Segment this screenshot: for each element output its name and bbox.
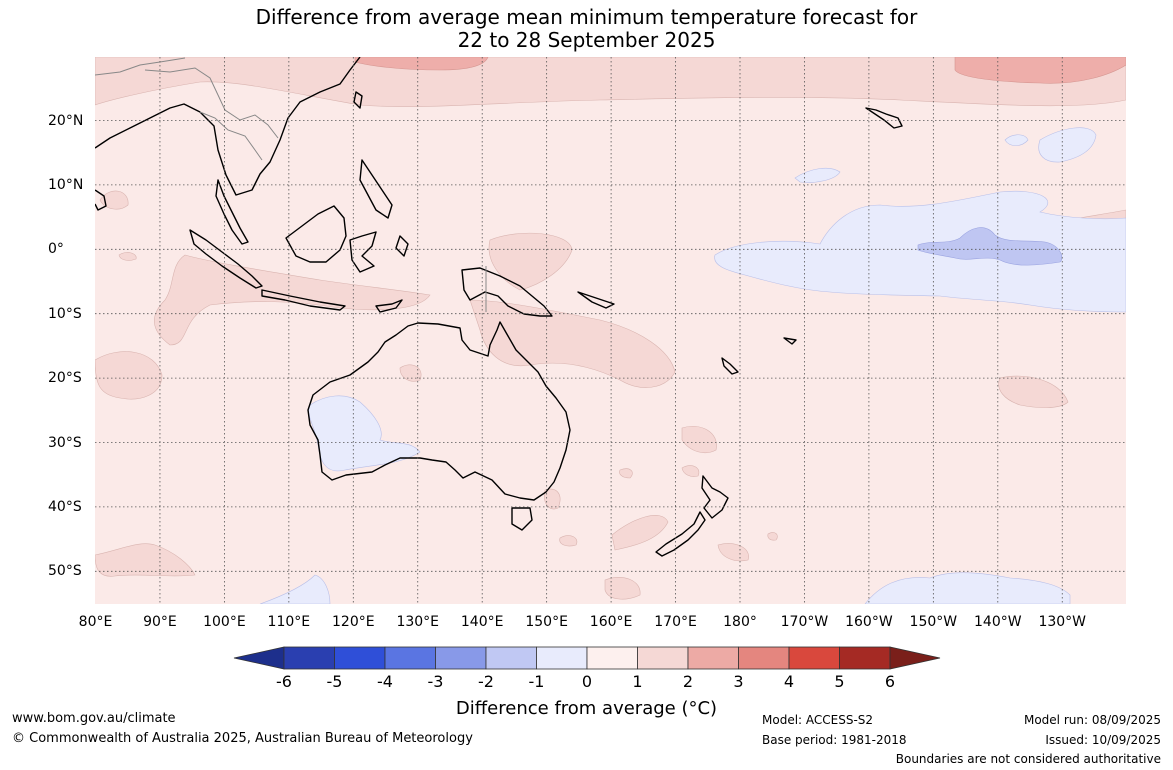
colorbar-tick-label: -2	[478, 672, 494, 691]
tasmania-coastline	[511, 507, 533, 531]
colorbar-extend-high	[889, 646, 941, 670]
borneo-coastline	[285, 205, 347, 263]
colorbar-segment	[586, 646, 638, 670]
colorbar-segment	[637, 646, 689, 670]
colorbar-segment	[687, 646, 739, 670]
latitude-label: 0°	[48, 241, 64, 258]
longitude-label: 180°	[723, 614, 757, 630]
model-name: Model: ACCESS-S2	[762, 713, 874, 727]
colorbar-tick-label: 5	[834, 672, 845, 691]
longitude-label: 110°E	[267, 614, 311, 630]
longitude-label: 80°E	[78, 614, 113, 630]
colorbar-label: Difference from average (°C)	[455, 698, 718, 719]
sumatra-coastline	[189, 229, 263, 289]
colorbar-tick-label: -1	[528, 672, 545, 691]
new-guinea-coastline	[461, 267, 553, 317]
sulawesi-coastline	[349, 231, 377, 273]
longitude-label: 160°W	[845, 614, 893, 630]
colorbar-tick-label: -3	[427, 672, 444, 691]
latitude-label: 20°N	[48, 112, 84, 129]
latitude-label: 10°N	[48, 176, 84, 193]
colorbar-segment	[788, 646, 840, 670]
new-zealand-north-coastline	[701, 475, 729, 519]
colorbar-segment	[738, 646, 790, 670]
longitude-label: 150°E	[525, 614, 568, 630]
australia-coastline	[307, 321, 571, 501]
longitude-label: 160°E	[589, 614, 633, 630]
model-run-date: Model run: 08/09/2025	[1023, 713, 1161, 727]
latitude-label: 40°S	[48, 498, 82, 515]
philippines-coastline	[359, 159, 393, 219]
issued-date: Issued: 10/09/2025	[1045, 733, 1161, 747]
colorbar-segment	[283, 646, 335, 670]
longitude-label: 140°E	[460, 614, 504, 630]
contour-fill-neg2-neg1	[917, 227, 1063, 266]
colorbar	[233, 646, 941, 670]
longitude-label: 120°E	[332, 614, 375, 630]
longitude-label: 140°W	[974, 614, 1022, 630]
longitude-label: 130°E	[396, 614, 440, 630]
hawaii-coastline	[865, 107, 903, 129]
boundaries-disclaimer: Boundaries are not considered authoritat…	[895, 752, 1161, 766]
map-title-line-2: 22 to 28 September 2025	[457, 28, 716, 52]
contour-fill-2-3	[354, 57, 1126, 84]
colorbar-extend-low	[233, 646, 285, 670]
colorbar-tick-label: 1	[632, 672, 643, 691]
colorbar-tick-label: 4	[783, 672, 795, 691]
colorbar-tick-label: 3	[733, 672, 744, 691]
map-plot-area	[95, 57, 1126, 604]
colorbar-tick-label: 2	[682, 672, 694, 691]
base-period: Base period: 1981-2018	[762, 733, 907, 747]
malay-peninsula-coastline	[215, 179, 249, 245]
longitude-label: 90°E	[143, 614, 177, 630]
mainland-asia-coastline	[95, 57, 361, 196]
colorbar-segment	[435, 646, 487, 670]
colorbar-tick-label: -5	[326, 672, 343, 691]
country-borders	[95, 57, 487, 312]
latitude-label: 30°S	[48, 434, 82, 451]
new-caledonia-coastline	[721, 357, 739, 375]
latitude-label: 20°S	[48, 370, 82, 387]
fiji-coastline	[783, 337, 797, 345]
colorbar-tick-label: -6	[276, 672, 292, 691]
graticule	[95, 57, 1126, 604]
halmahera-coastline	[395, 235, 409, 257]
colorbar-segment	[536, 646, 588, 670]
colorbar-tick-label: -4	[377, 672, 393, 691]
sri-lanka-coastline	[95, 189, 107, 211]
longitude-label: 100°E	[203, 614, 246, 630]
longitude-label: 170°W	[780, 614, 829, 630]
copyright-notice: © Commonwealth of Australia 2025, Austra…	[12, 731, 473, 746]
latitude-label: 50°S	[48, 563, 82, 580]
colorbar-segment	[839, 646, 891, 670]
colorbar-segment	[334, 646, 386, 670]
colorbar-segment	[485, 646, 537, 670]
map-title-line-1: Difference from average mean minimum tem…	[255, 5, 918, 29]
coastlines	[95, 57, 903, 557]
longitude-label: 130°W	[1038, 614, 1087, 630]
latitude-label: 10°S	[48, 305, 82, 322]
colorbar-segment	[384, 646, 436, 670]
java-coastline	[261, 289, 346, 311]
colorbar-tick-label: 0	[581, 672, 593, 691]
contour-fill-neg1-0	[259, 127, 1126, 604]
colorbar-tick-label: 6	[884, 672, 896, 691]
taiwan-coastline	[353, 91, 363, 109]
longitude-label: 170°E	[654, 614, 697, 630]
new-britain-coastline	[577, 291, 615, 309]
longitude-label: 150°W	[909, 614, 958, 630]
new-zealand-south-coastline	[655, 511, 706, 557]
timor-coastline	[375, 299, 403, 313]
website-link[interactable]: www.bom.gov.au/climate	[12, 711, 176, 726]
